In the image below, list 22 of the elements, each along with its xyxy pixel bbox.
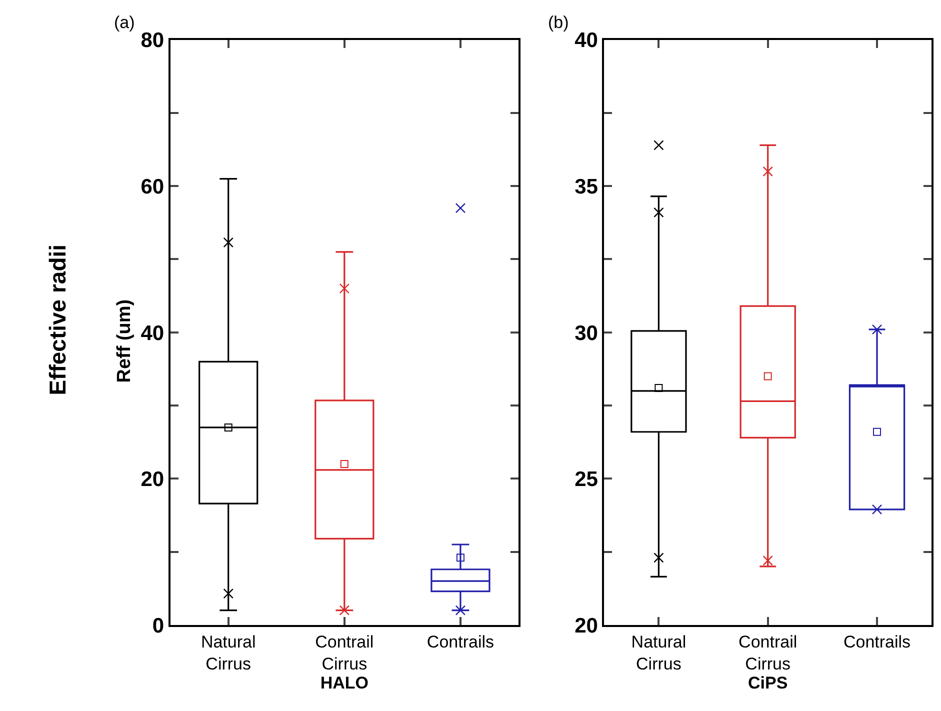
- x-axis-title: HALO: [320, 673, 368, 692]
- y-tick-label: 20: [140, 468, 164, 492]
- x-tick-label: Natural Cirrus: [631, 632, 686, 674]
- x-axis-title: CiPS: [748, 673, 788, 692]
- y-tick-label: 35: [574, 175, 598, 198]
- y-axis-title: Reff (um): [114, 299, 136, 383]
- x-tick-label: Contrail Cirrus: [738, 632, 798, 674]
- y-tick-label: 40: [140, 322, 164, 345]
- y-tick-label: 0: [152, 614, 164, 638]
- chart-title: (b): [548, 13, 569, 32]
- x-tick-label: Natural Cirrus: [200, 632, 256, 674]
- x-tick-label: Contrails: [426, 632, 494, 652]
- chart-title: (a): [114, 13, 135, 32]
- x-tick-label: Contrails: [843, 632, 911, 652]
- y-tick-label: 60: [140, 175, 164, 198]
- y-tick-label: 30: [574, 322, 598, 345]
- y-tick-label: 20: [574, 614, 598, 638]
- text: Effective radii: [44, 244, 70, 396]
- y-tick-label: 80: [140, 29, 164, 52]
- y-tick-label: 40: [574, 29, 598, 52]
- y-tick-label: 25: [574, 468, 598, 492]
- x-tick-label: Contrail Cirrus: [315, 632, 374, 674]
